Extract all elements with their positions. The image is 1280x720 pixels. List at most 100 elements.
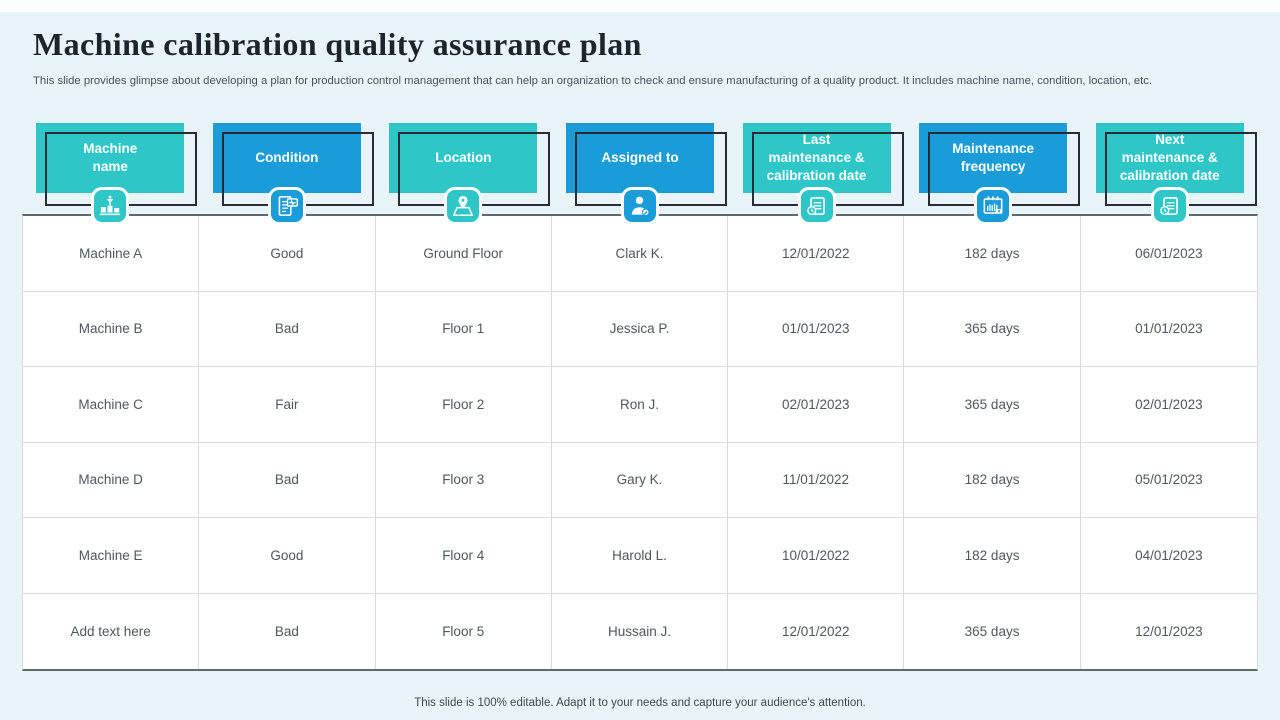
table-header-row: Machine name Condition Location Assigned… bbox=[22, 123, 1258, 226]
table-cell: Fair bbox=[199, 367, 376, 443]
page-title: Machine calibration quality assurance pl… bbox=[33, 26, 642, 62]
table-cell-text: Add text here bbox=[70, 623, 151, 639]
table-cell: 05/01/2023 bbox=[1080, 442, 1257, 519]
table-cell: Good bbox=[199, 216, 376, 292]
table-column-header: Location bbox=[375, 123, 552, 226]
table-cell-text: Machine D bbox=[78, 472, 143, 488]
table-cell-text: Floor 2 bbox=[442, 396, 485, 412]
table-cell: 01/01/2023 bbox=[728, 291, 905, 368]
table-cell: Machine E bbox=[23, 518, 200, 594]
table-cell-text: 365 days bbox=[964, 623, 1020, 639]
table-cell: 365 days bbox=[904, 367, 1081, 443]
table-cell-text: Floor 4 bbox=[442, 547, 485, 563]
table-cell-text: 02/01/2023 bbox=[781, 396, 850, 412]
column-header-label: Machine name bbox=[83, 141, 138, 175]
table-cell-text: 365 days bbox=[964, 396, 1020, 412]
table-cell: 365 days bbox=[904, 593, 1081, 670]
table-cell: Floor 1 bbox=[375, 291, 552, 368]
table-cell-text: Ron J. bbox=[619, 396, 659, 412]
column-header-label: Last maintenance & calibration date bbox=[766, 132, 867, 184]
column-header-tab: Machine name bbox=[36, 123, 198, 207]
table-cell: 01/01/2023 bbox=[1080, 291, 1257, 368]
table-cell-text: 06/01/2023 bbox=[1135, 245, 1203, 261]
clipboard-clock-icon bbox=[1150, 187, 1189, 226]
table-cell-text: Good bbox=[270, 547, 304, 563]
table-cell: Floor 3 bbox=[375, 442, 552, 519]
table-cell-text: Machine E bbox=[78, 547, 143, 563]
table-cell: 06/01/2023 bbox=[1080, 216, 1257, 292]
table-cell: 182 days bbox=[904, 216, 1081, 292]
table-cell: 182 days bbox=[904, 442, 1081, 519]
table-cell-text: Hussain J. bbox=[607, 623, 671, 639]
table-cell-text: Floor 3 bbox=[442, 472, 485, 488]
table-cell-text: Harold L. bbox=[612, 547, 667, 563]
table-cell: Floor 5 bbox=[375, 593, 552, 670]
table-cell: Clark K. bbox=[551, 216, 729, 292]
table-cell: Hussain J. bbox=[551, 593, 729, 670]
table-cell: Bad bbox=[199, 442, 376, 519]
table-cell-text: 10/01/2022 bbox=[781, 547, 850, 563]
table-cell: Machine D bbox=[23, 442, 200, 519]
table-cell: 04/01/2023 bbox=[1080, 518, 1257, 594]
table-cell-text: Machine A bbox=[79, 245, 143, 261]
table-cell-text: 01/01/2023 bbox=[781, 321, 850, 337]
table-cell: 02/01/2023 bbox=[1080, 367, 1257, 443]
table-cell-text: 182 days bbox=[964, 245, 1020, 261]
table-cell: 12/01/2023 bbox=[1080, 593, 1257, 670]
table-cell-text: Floor 5 bbox=[442, 623, 485, 639]
table-cell-text: 12/01/2022 bbox=[781, 245, 850, 261]
table-cell: Bad bbox=[199, 291, 376, 368]
table-cell: 182 days bbox=[904, 518, 1081, 594]
table-cell: Harold L. bbox=[551, 518, 729, 594]
table-cell: Ron J. bbox=[551, 367, 729, 443]
slide-footer-note: This slide is 100% editable. Adapt it to… bbox=[414, 697, 866, 710]
table-cell: Ground Floor bbox=[375, 216, 552, 292]
table-cell-text: Floor 1 bbox=[442, 321, 485, 337]
table-cell-text: Machine B bbox=[78, 321, 143, 337]
table-cell: 10/01/2022 bbox=[728, 518, 905, 594]
table-cell-text: Fair bbox=[275, 396, 299, 412]
calendar-chart-icon bbox=[974, 187, 1013, 226]
slide-subtitle: This slide provides glimpse about develo… bbox=[33, 75, 1153, 88]
table-cell: 12/01/2022 bbox=[728, 216, 905, 292]
table-cell-text: 04/01/2023 bbox=[1135, 547, 1203, 563]
table-cell: Floor 2 bbox=[375, 367, 552, 443]
column-header-tab: Condition bbox=[212, 123, 374, 207]
column-header-label: Location bbox=[435, 150, 492, 166]
table-cell-text: Ground Floor bbox=[423, 245, 503, 261]
table-cell-text: 365 days bbox=[964, 321, 1020, 337]
table-cell-text: Bad bbox=[274, 623, 299, 639]
column-header-tab: Next maintenance & calibration date bbox=[1095, 123, 1257, 207]
table-cell: Bad bbox=[199, 593, 376, 670]
table-cell: Machine B bbox=[23, 291, 200, 368]
table-column-header: Last maintenance & calibration date bbox=[728, 123, 905, 226]
table-cell-text: Bad bbox=[274, 472, 299, 488]
table-cell: 02/01/2023 bbox=[728, 367, 905, 443]
table-cell: Add text here bbox=[23, 593, 200, 670]
table-cell-text: Jessica P. bbox=[609, 321, 670, 337]
clipboard-clock-icon bbox=[797, 187, 836, 226]
table-cell-text: 12/01/2023 bbox=[1135, 623, 1203, 639]
table-cell: Gary K. bbox=[551, 442, 729, 519]
table-cell: Machine C bbox=[23, 367, 200, 443]
column-header-label: Maintenance frequency bbox=[952, 141, 1035, 175]
table-cell: Good bbox=[199, 518, 376, 594]
table-cell-text: Bad bbox=[274, 321, 299, 337]
table-column-header: Assigned to bbox=[552, 123, 729, 226]
table-cell: 365 days bbox=[904, 291, 1081, 368]
table-column-header: Maintenance frequency bbox=[905, 123, 1082, 226]
table-cell-text: 12/01/2022 bbox=[781, 623, 850, 639]
column-header-tab: Maintenance frequency bbox=[919, 123, 1081, 207]
person-edit-icon bbox=[620, 187, 659, 226]
table-cell-text: 02/01/2023 bbox=[1135, 396, 1203, 412]
table-column-header: Machine name bbox=[22, 123, 199, 226]
table-cell-text: Good bbox=[270, 245, 304, 261]
column-header-tab: Assigned to bbox=[565, 123, 727, 207]
column-header-label: Next maintenance & calibration date bbox=[1119, 132, 1220, 184]
table-column-header: Next maintenance & calibration date bbox=[1081, 123, 1258, 226]
column-header-label: Assigned to bbox=[601, 150, 679, 166]
table-cell: Floor 4 bbox=[375, 518, 552, 594]
table-cell-text: 05/01/2023 bbox=[1135, 472, 1203, 488]
table-cell: 11/01/2022 bbox=[728, 442, 905, 519]
